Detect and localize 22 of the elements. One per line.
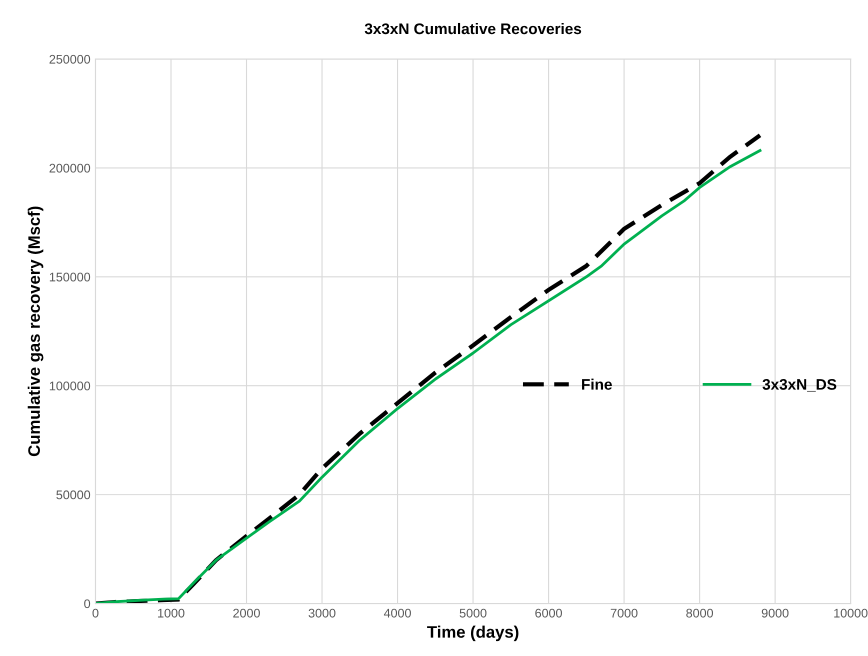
x-tick-label: 6000 [535, 608, 562, 618]
x-tick-label: 8000 [686, 608, 714, 618]
x-tick-label: 4000 [384, 608, 411, 618]
x-tick-label: 2000 [233, 608, 260, 618]
y-tick-label: 250000 [50, 54, 90, 64]
y-tick-label: 150000 [50, 272, 90, 282]
y-tick-label: 200000 [50, 164, 90, 173]
legend-label: Fine [582, 378, 612, 390]
x-tick-label: 10000 [834, 608, 868, 618]
x-tick-label: 7000 [610, 608, 638, 618]
x-tick-label: 1000 [158, 608, 184, 618]
x-tick-label: 0 [92, 608, 98, 618]
y-tick-label: 0 [84, 599, 90, 608]
legend-label: 3x3xN_DS [762, 379, 836, 392]
chart-title: 3x3xN Cumulative Recoveries [364, 22, 582, 34]
y-tick-label: 100000 [50, 382, 90, 390]
y-tick-label: 50000 [56, 490, 90, 500]
x-tick-label: 3000 [308, 608, 336, 618]
x-axis-title: Time (days) [427, 626, 518, 642]
x-tick-label: 5000 [460, 608, 486, 618]
x-tick-label: 9000 [762, 608, 789, 618]
y-axis-title: Cumulative gas recovery (Mscf) [28, 206, 44, 456]
